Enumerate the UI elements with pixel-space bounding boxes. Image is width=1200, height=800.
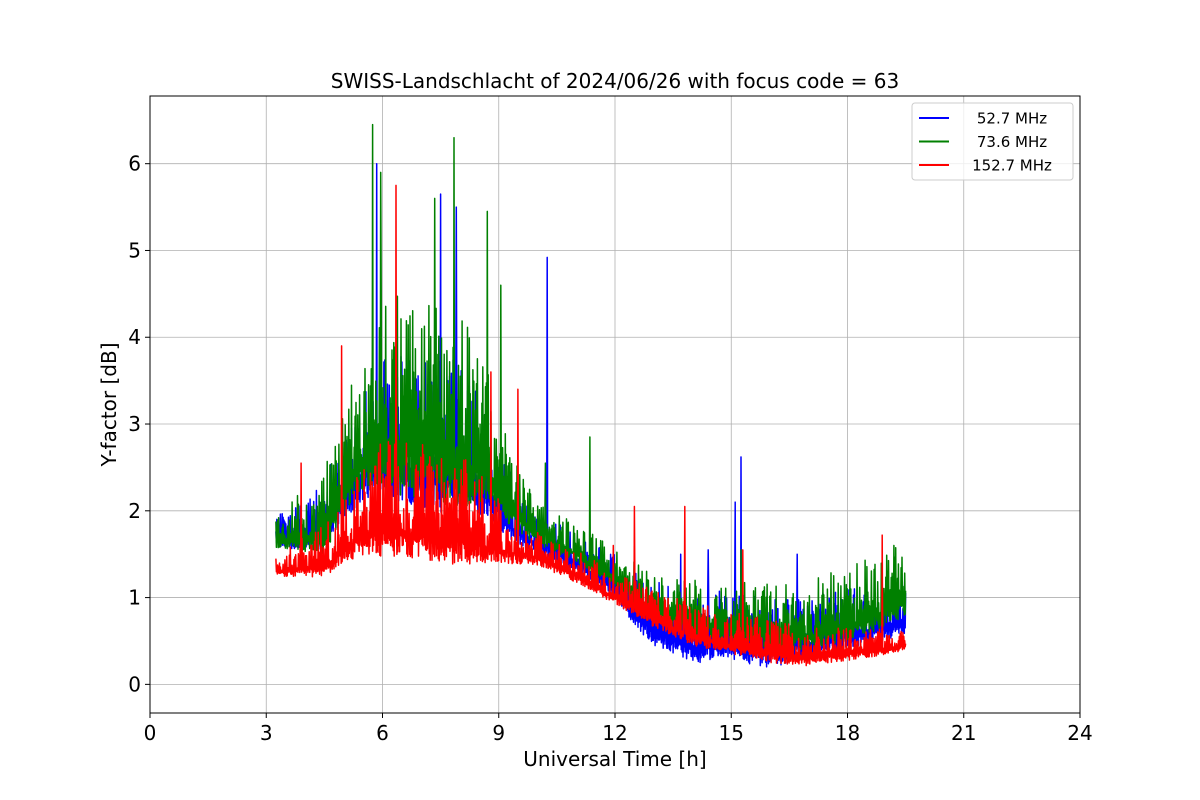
x-tick-label: 9 [492, 721, 505, 745]
x-tick-label: 12 [602, 721, 627, 745]
legend-label: 73.6 MHz [977, 133, 1047, 151]
series-line [275, 123, 907, 651]
x-axis: 0 3 6 9 12 15 18 21 24 [144, 713, 1093, 745]
y-tick-label: 4 [128, 325, 141, 349]
series-line [275, 184, 907, 667]
legend-label: 52.7 MHz [977, 110, 1047, 128]
x-tick-label: 6 [376, 721, 389, 745]
y-axis: 0 1 2 3 4 5 6 [128, 152, 150, 696]
y-axis-label: Y-factor [dB] [97, 342, 121, 467]
x-tick-label: 3 [260, 721, 273, 745]
x-tick-label: 0 [144, 721, 157, 745]
legend-label: 152.7 MHz [972, 157, 1052, 175]
legend: 52.7 MHz 73.6 MHz 152.7 MHz [911, 102, 1074, 181]
y-tick-label: 2 [128, 499, 141, 523]
x-tick-label: 21 [951, 721, 976, 745]
y-tick-label: 6 [128, 152, 141, 176]
grid [150, 96, 1080, 713]
y-tick-label: 1 [128, 586, 141, 610]
series-layer [275, 123, 907, 668]
chart-title: SWISS-Landschlacht of 2024/06/26 with fo… [331, 69, 899, 93]
y-tick-label: 0 [128, 672, 141, 696]
y-tick-label: 3 [128, 412, 141, 436]
x-tick-label: 18 [835, 721, 860, 745]
x-axis-label: Universal Time [h] [523, 747, 706, 771]
legend-box [911, 102, 1074, 181]
y-tick-label: 5 [128, 238, 141, 262]
x-tick-label: 24 [1067, 721, 1092, 745]
x-tick-label: 15 [719, 721, 744, 745]
